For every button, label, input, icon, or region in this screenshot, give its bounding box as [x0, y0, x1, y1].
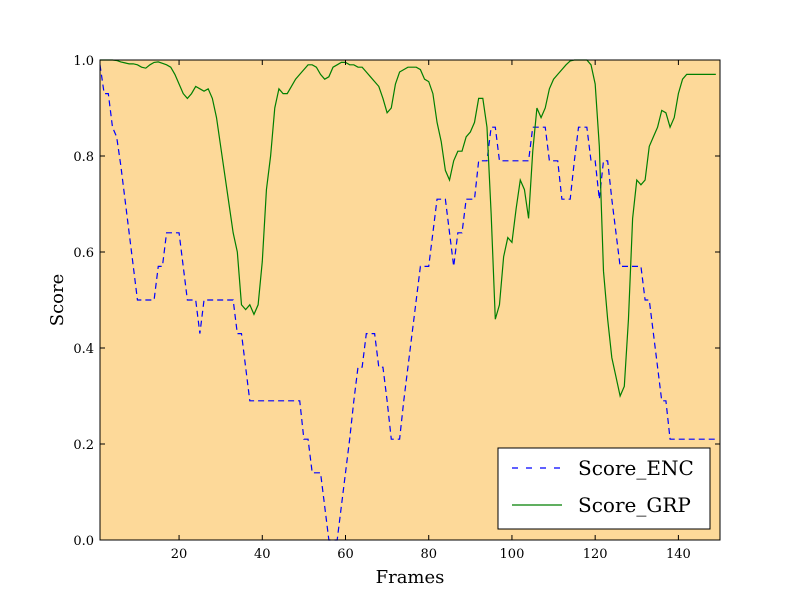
y-axis-ticks: 0.0 0.2 0.4 0.6 0.8 1.0 — [73, 54, 720, 549]
series-line-score-enc — [99, 64, 716, 541]
y-tick-label: 0.2 — [73, 438, 94, 453]
y-tick-label: 0.6 — [73, 246, 94, 261]
legend-label-score-grp: Score_GRP — [578, 493, 691, 517]
y-tick-label: 1.0 — [73, 54, 94, 69]
x-tick-label: 100 — [500, 547, 525, 562]
x-tick-label: 80 — [420, 547, 437, 562]
x-axis-ticks: 20 40 60 80 100 120 140 — [171, 60, 691, 562]
series-line-score-grp — [100, 59, 716, 398]
y-tick-label: 0.0 — [73, 534, 94, 549]
legend: Score_ENC Score_GRP — [497, 447, 711, 530]
y-tick-label: 0.4 — [73, 342, 94, 357]
x-tick-label: 120 — [583, 547, 608, 562]
legend-box — [497, 447, 711, 530]
x-tick-label: 20 — [171, 547, 188, 562]
plot-frame — [99, 59, 721, 541]
legend-label-score-enc: Score_ENC — [578, 456, 694, 480]
x-tick-label: 60 — [337, 547, 354, 562]
series-layer — [99, 59, 716, 541]
x-tick-label: 40 — [254, 547, 271, 562]
x-axis-label: Frames — [376, 567, 445, 588]
y-tick-label: 0.8 — [73, 150, 94, 165]
x-tick-label: 140 — [666, 547, 691, 562]
y-axis-label: Score — [47, 274, 68, 327]
